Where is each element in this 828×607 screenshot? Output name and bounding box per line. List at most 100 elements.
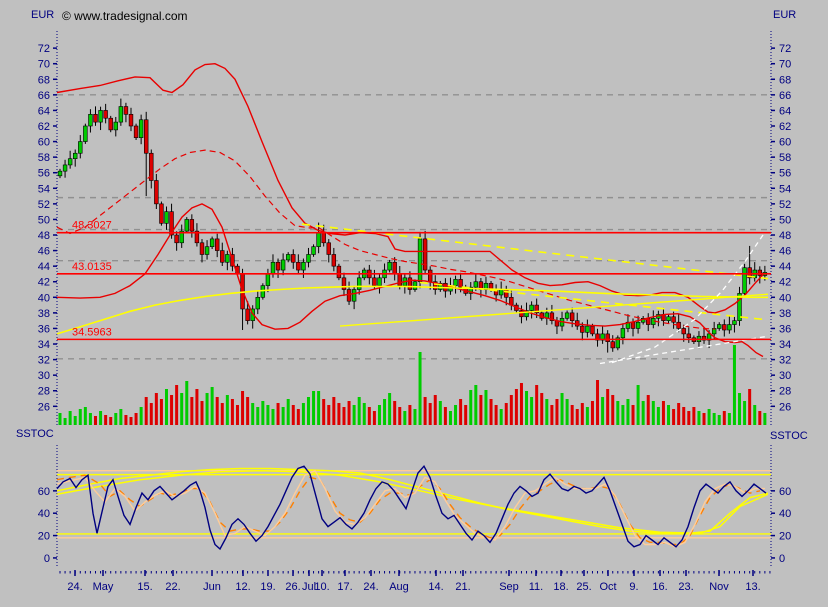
volume-bar bbox=[651, 401, 655, 425]
axis-tick-label: 56 bbox=[38, 168, 50, 180]
price-level-label: 34.5963 bbox=[72, 326, 112, 338]
volume-bar bbox=[560, 393, 564, 425]
volume-bar bbox=[139, 407, 143, 425]
volume-bar bbox=[535, 385, 539, 425]
axis-tick-label: 58 bbox=[779, 152, 791, 164]
volume-bar bbox=[707, 409, 711, 425]
candle-down bbox=[123, 106, 129, 115]
volume-bar bbox=[377, 405, 381, 425]
volume-bar bbox=[514, 389, 518, 425]
volume-bar bbox=[251, 403, 255, 425]
candle-up bbox=[387, 261, 392, 271]
volume-bar bbox=[296, 409, 300, 425]
candle-down bbox=[189, 219, 195, 232]
volume-bar bbox=[530, 397, 534, 425]
axis-tick-label: 32 bbox=[38, 355, 50, 367]
volume-bar bbox=[215, 397, 219, 425]
volume-bar bbox=[306, 397, 310, 425]
volume-bar bbox=[367, 407, 371, 425]
trendline-white-dashed-gentle bbox=[599, 335, 769, 365]
x-date-label: Jul bbox=[302, 581, 316, 593]
volume-bar bbox=[509, 395, 513, 425]
candle-up bbox=[711, 328, 717, 335]
volume-bar bbox=[753, 405, 757, 425]
volume-bar bbox=[722, 411, 726, 425]
volume-bar bbox=[621, 405, 625, 425]
candle-down bbox=[149, 152, 154, 181]
volume-bar bbox=[565, 399, 569, 425]
stoch-k-navy bbox=[56, 464, 767, 551]
volume-bar bbox=[170, 395, 174, 425]
volume-bar bbox=[220, 403, 224, 425]
volume-bar bbox=[423, 397, 427, 425]
candle-up bbox=[83, 125, 88, 142]
volume-bar bbox=[540, 393, 544, 425]
horizontal-price-lines: 48.3027 43.0135 34.5963 bbox=[57, 220, 771, 341]
candle-up bbox=[250, 308, 255, 321]
axis-tick-label: 64 bbox=[779, 105, 791, 117]
candle-down bbox=[128, 114, 134, 127]
candle-down bbox=[291, 254, 296, 263]
axis-tick-label: 40 bbox=[38, 508, 50, 520]
volume-bar bbox=[372, 411, 376, 425]
volume-bar bbox=[134, 413, 138, 425]
axis-tick-label: 66 bbox=[38, 90, 50, 102]
x-date-label: 25. bbox=[576, 581, 591, 593]
candle-up bbox=[57, 170, 63, 177]
volume-bar bbox=[590, 401, 594, 425]
candle-down bbox=[458, 279, 463, 288]
candle-up bbox=[255, 297, 260, 310]
dashed-gridlines bbox=[57, 94, 771, 360]
candle-down bbox=[275, 261, 281, 271]
x-date-label: 17. bbox=[337, 581, 352, 593]
axis-tick-label: 46 bbox=[779, 246, 791, 258]
volume-bar bbox=[159, 399, 163, 425]
volume-bar bbox=[601, 397, 605, 425]
candle-down bbox=[103, 110, 108, 119]
axis-tick-label: 58 bbox=[38, 152, 50, 164]
candle-up bbox=[285, 254, 291, 261]
candle-down bbox=[392, 261, 397, 275]
candle-down bbox=[747, 267, 752, 279]
candle-up bbox=[356, 277, 362, 290]
volume-bar bbox=[383, 399, 387, 425]
candle-down bbox=[215, 238, 220, 251]
candle-up bbox=[138, 119, 144, 138]
candle-up bbox=[301, 261, 306, 271]
x-date-label: 21. bbox=[455, 581, 470, 593]
volume-bar bbox=[636, 385, 640, 425]
candle-down bbox=[346, 289, 352, 302]
axis-tick-label: 20 bbox=[38, 531, 50, 543]
volume-bar bbox=[195, 389, 199, 425]
candle-up bbox=[311, 246, 316, 255]
axis-tick-label: 32 bbox=[779, 355, 791, 367]
volume-bar bbox=[230, 399, 234, 425]
volume-bar bbox=[114, 413, 118, 425]
volume-bar bbox=[332, 397, 336, 425]
volume-bar bbox=[519, 383, 523, 425]
volume-bar bbox=[261, 401, 265, 425]
volume-bar bbox=[656, 407, 660, 425]
candle-up bbox=[67, 158, 73, 166]
candle-up bbox=[717, 324, 722, 329]
volume-bar bbox=[58, 413, 62, 425]
volume-bar bbox=[525, 391, 529, 425]
candle-up bbox=[620, 328, 626, 339]
candle-up bbox=[204, 246, 210, 255]
x-date-label: 23. bbox=[678, 581, 693, 593]
x-date-label: 12. bbox=[235, 581, 250, 593]
volume-bar bbox=[717, 415, 721, 425]
candle-down bbox=[757, 269, 762, 276]
volume-bar bbox=[428, 403, 432, 425]
volume-bar bbox=[631, 405, 635, 425]
volume-bar bbox=[758, 411, 762, 425]
axis-tick-label: 30 bbox=[779, 370, 791, 382]
volume-bar bbox=[317, 391, 321, 425]
candle-up bbox=[88, 114, 93, 127]
candle-down bbox=[610, 341, 615, 349]
price-level-label: 43.0135 bbox=[72, 261, 112, 273]
candle-up bbox=[184, 219, 189, 232]
axis-tick-label: 60 bbox=[38, 137, 50, 149]
volume-bar bbox=[78, 409, 82, 425]
volume-bar bbox=[129, 417, 133, 425]
